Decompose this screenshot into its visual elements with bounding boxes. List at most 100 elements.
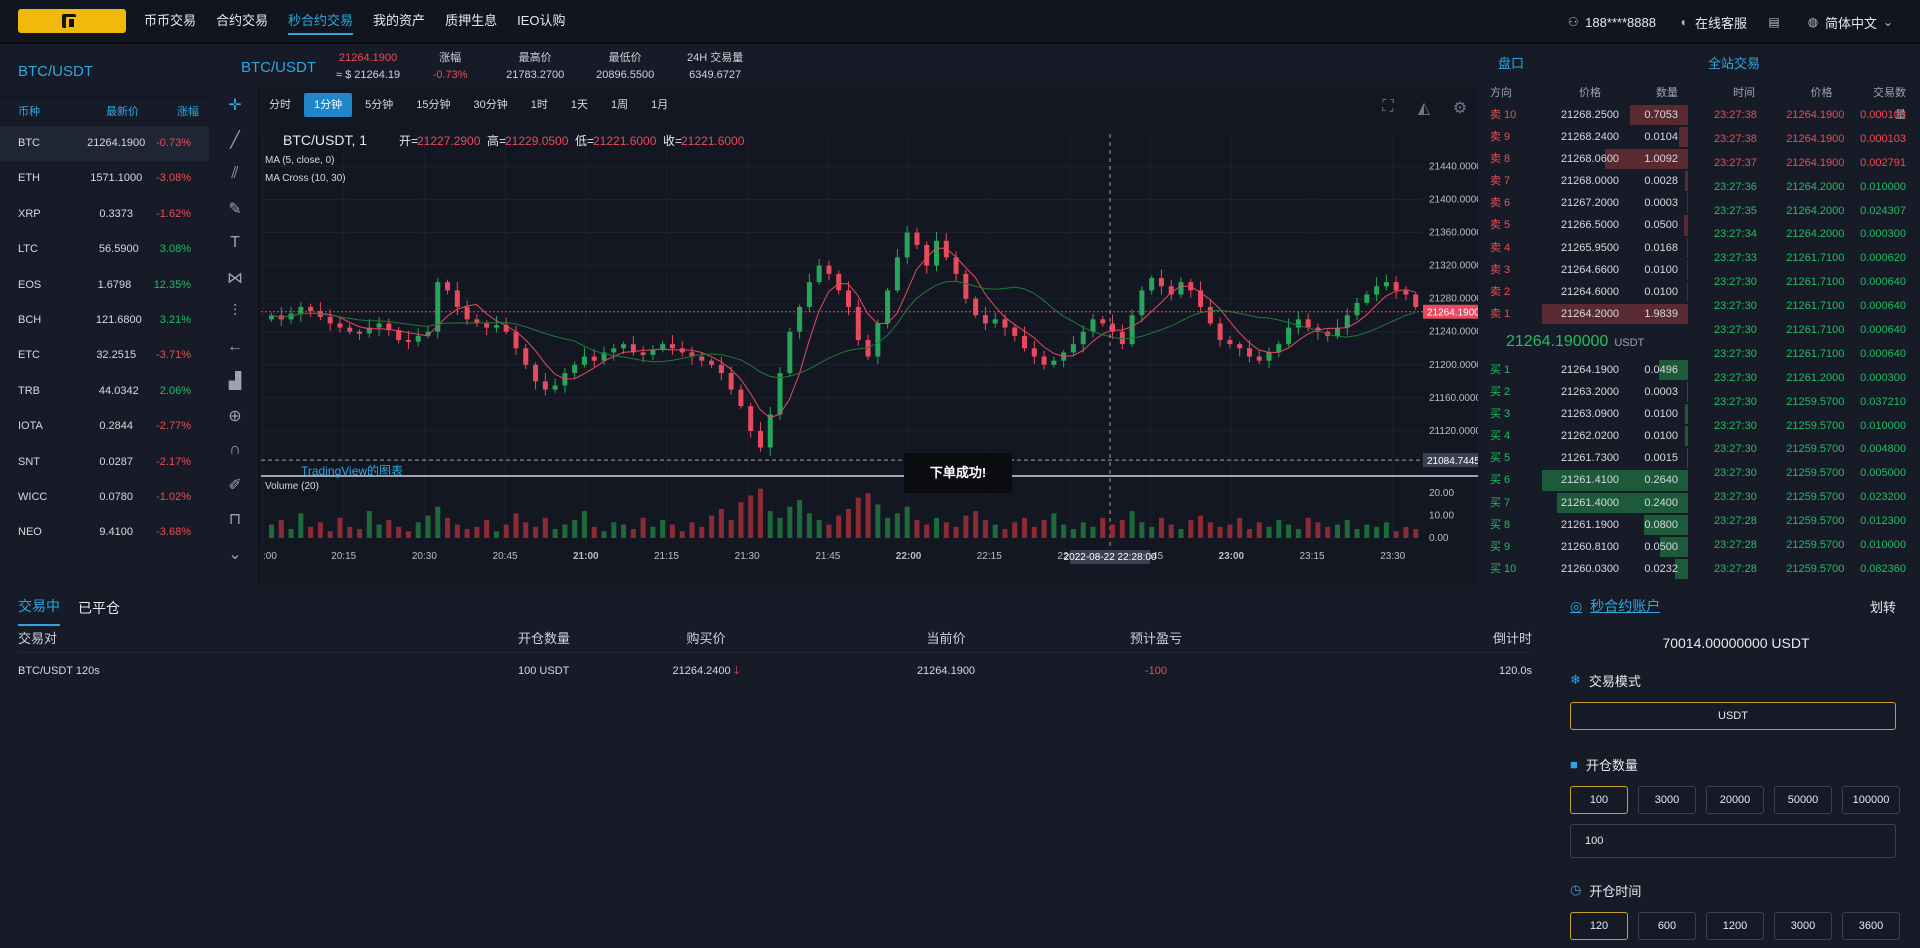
market-row[interactable]: WICC 0.0780 -1.02% [0,480,209,515]
book-row[interactable]: 卖 7 21268.0000 0.0028 [1480,170,1688,192]
trendline-icon[interactable]: ╱ [230,131,240,149]
nav-ieo[interactable]: IEO认购 [517,13,566,28]
market-row[interactable]: XRP 0.3373 -1.62% [0,197,209,232]
amount-chip[interactable]: 50000 [1774,786,1832,814]
market-row[interactable]: BTC 21264.1900 -0.73% [0,126,209,162]
book-row[interactable]: 卖 6 21267.2000 0.0003 [1480,192,1688,214]
book-row[interactable]: 买 8 21261.1900 0.0800 [1480,514,1688,536]
market-price: 1571.1000 [90,172,143,185]
timeframe-5[interactable]: 1时 [530,99,548,111]
market-row[interactable]: ETH 1571.1000 -3.08% [0,161,209,196]
candle-body [1364,294,1370,303]
book-row[interactable]: 卖 5 21266.5000 0.0500 [1480,214,1688,236]
book-row[interactable]: 买 7 21261.4000 0.2400 [1480,492,1688,514]
nav-futures[interactable]: 合约交易 [216,13,269,28]
book-price: 21265.9500 [1560,241,1620,254]
timeframe-2[interactable]: 5分钟 [365,99,394,111]
time-chip[interactable]: 1200 [1706,912,1764,940]
market-row[interactable]: BCH 121.6800 3.21% [0,303,209,338]
time-chip[interactable]: 600 [1638,912,1696,940]
back-arrow-icon[interactable]: ← [227,337,243,355]
market-row[interactable]: NEO 9.4100 -3.68% [0,515,209,550]
book-side: 卖 9 [1490,131,1511,144]
market-row[interactable]: ETC 32.2515 -3.71% [0,338,209,373]
amount-chip[interactable]: 100 [1570,786,1628,814]
volume-bar [738,502,744,538]
book-row[interactable]: 买 4 21262.0200 0.0100 [1480,425,1688,447]
market-price: 1.6798 [97,278,132,291]
time-chip[interactable]: 120 [1570,912,1628,940]
zoom-icon[interactable]: ⊕ [228,407,242,425]
book-row[interactable]: 买 1 21264.1900 0.0496 [1480,359,1688,381]
language-selector[interactable]: ◍ 简体中文 ⌄ [1806,13,1900,32]
timeframe-1[interactable]: 1分钟 [304,93,353,117]
book-row[interactable]: 卖 9 21268.2400 0.0104 [1480,126,1688,148]
book-row[interactable]: 卖 10 21268.2500 0.7053 [1480,104,1688,126]
amount-chip[interactable]: 3000 [1638,786,1696,814]
book-row[interactable]: 卖 3 21264.6600 0.0100 [1480,259,1688,281]
print-button[interactable]: ▤ [1767,15,1786,29]
market-row[interactable]: EOS 1.6798 12.35% [0,268,209,303]
book-row[interactable]: 卖 4 21265.9500 0.0168 [1480,237,1688,259]
nav-staking[interactable]: 质押生息 [445,13,498,28]
book-row[interactable]: 卖 1 21264.2000 1.9839 [1480,303,1688,325]
brand-logo[interactable] [18,9,126,33]
tab-closed[interactable]: 已平仓 [78,600,120,616]
volume-bar [357,529,363,538]
book-row[interactable]: 买 9 21260.8100 0.0500 [1480,536,1688,558]
amount-chip[interactable]: 20000 [1706,786,1764,814]
ruler-icon[interactable]: ▟ [228,373,242,391]
fullscreen-icon[interactable]: ⛶ [1382,98,1394,115]
candle-body [1139,290,1145,316]
settings-gear-icon[interactable]: ⚙ [1452,100,1468,117]
measure-icon[interactable]: ⫶ [232,303,237,321]
transfer-button[interactable]: 划转 [1869,599,1896,615]
collapse-icon[interactable]: ⌄ [228,545,242,563]
timeframe-3[interactable]: 15分钟 [416,99,451,111]
lock-icon[interactable]: ⊓ [228,511,242,529]
magnet-icon[interactable]: ∩ [229,441,241,459]
timeframe-4[interactable]: 30分钟 [473,99,508,111]
indicators-icon[interactable]: ◭ [1417,100,1431,117]
pattern-icon[interactable]: ⋈ [227,269,243,287]
timeframe-8[interactable]: 1月 [651,99,669,111]
fib-icon[interactable]: ⫽ [231,165,239,183]
book-row[interactable]: 买 5 21261.7300 0.0015 [1480,447,1688,469]
book-row[interactable]: 卖 2 21264.6000 0.0100 [1480,281,1688,303]
pencil-lock-icon[interactable]: ✐ [228,476,242,494]
trade-time: 23:27:30 [1714,491,1757,504]
market-row[interactable]: TRB 44.0342 2.06% [0,374,209,409]
book-row[interactable]: 买 2 21263.2000 0.0003 [1480,381,1688,403]
mode-select[interactable]: USDT [1570,702,1896,730]
price-chart[interactable]: 21440.0000 21400.0000 21360.0000 21320.0000… [261,134,1478,584]
col-book-qty: 数量 [1656,87,1678,99]
book-row[interactable]: 买 3 21263.0900 0.0100 [1480,403,1688,425]
depth-bar [1686,382,1688,403]
nav-second-contract[interactable]: 秒合约交易 [288,0,354,43]
time-chip[interactable]: 3600 [1842,912,1900,940]
candle-body [650,349,656,355]
time-chip[interactable]: 3000 [1774,912,1832,940]
crosshair-icon[interactable]: ✛ [228,97,242,115]
timeframe-7[interactable]: 1周 [611,99,629,111]
book-row[interactable]: 买 6 21261.4100 0.2640 [1480,469,1688,491]
timeframe-0[interactable]: 分时 [269,99,291,111]
nav-spot[interactable]: 币币交易 [144,13,197,28]
brush-icon[interactable]: ✎ [228,200,242,218]
book-price: 21264.6000 [1560,285,1620,298]
book-row[interactable]: 卖 8 21268.0600 1.0092 [1480,148,1688,170]
text-tool-icon[interactable]: T [230,234,240,252]
market-row[interactable]: SNT 0.0287 -2.17% [0,445,209,480]
amount-chip[interactable]: 100000 [1842,786,1900,814]
market-row[interactable]: LTC 56.5900 3.08% [0,232,209,267]
amount-input[interactable]: 100 [1570,824,1896,858]
book-row[interactable]: 买 10 21260.0300 0.0232 [1480,558,1688,580]
tab-open[interactable]: 交易中 [18,596,60,626]
market-row[interactable]: IOTA 0.2844 -2.77% [0,409,209,444]
support-link[interactable]: ◖ 在线客服 [1676,13,1747,32]
account-title-link[interactable]: ◎ 秒合约账户 [1570,596,1660,616]
timeframe-6[interactable]: 1天 [570,99,588,111]
user-menu[interactable]: ⚇ 188****8888 [1566,15,1656,30]
nav-assets[interactable]: 我的资产 [373,13,426,28]
col-amount: 开仓数量 [518,631,571,646]
